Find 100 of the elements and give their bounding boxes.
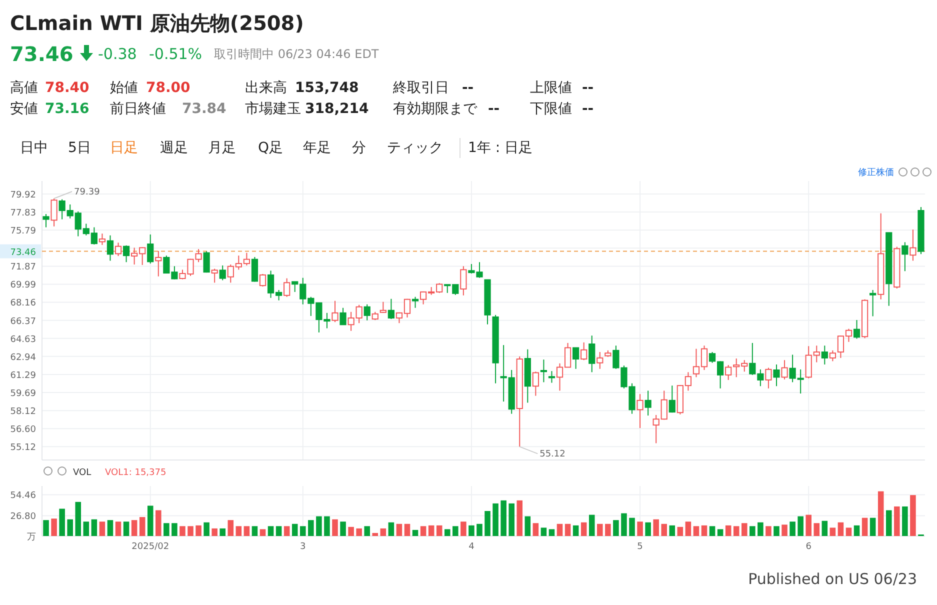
bar <box>645 522 651 536</box>
text: CLmain WTI 原油先物(2508) <box>10 11 304 35</box>
bar <box>131 520 138 536</box>
bar <box>492 503 498 536</box>
bar <box>774 526 780 536</box>
text: 日足 <box>110 140 138 156</box>
candlestick <box>388 298 394 320</box>
bar <box>380 528 386 536</box>
candlestick <box>636 394 644 429</box>
bar <box>172 523 178 536</box>
text: 73.46 <box>10 42 74 66</box>
bar <box>516 500 523 536</box>
bar <box>268 526 274 536</box>
text: 出来高 <box>245 80 287 96</box>
bar <box>669 525 676 536</box>
text: 前日終値 <box>110 101 166 117</box>
text: 78.40 <box>45 80 90 96</box>
candlestick <box>106 234 114 262</box>
bar <box>139 517 146 536</box>
bar <box>758 522 764 536</box>
bar <box>228 520 234 536</box>
candlestick <box>644 390 652 416</box>
bar <box>605 524 611 536</box>
candlestick <box>50 198 58 227</box>
bar <box>252 526 258 536</box>
candlestick <box>870 289 876 317</box>
candlestick <box>42 214 50 228</box>
bar <box>364 526 370 536</box>
candlestick <box>910 229 916 262</box>
candlestick <box>765 367 772 389</box>
bar <box>822 520 828 536</box>
bar <box>846 528 852 536</box>
text: 5日 <box>68 140 91 156</box>
text: 78.00 <box>146 80 191 96</box>
text: 市場建玉 <box>245 101 301 117</box>
bar <box>123 522 130 536</box>
bar <box>629 518 635 536</box>
bar <box>356 528 362 536</box>
bar <box>388 522 394 536</box>
x-tick-label: 3 <box>300 542 306 552</box>
text: -- <box>582 80 594 96</box>
candlestick <box>773 364 780 387</box>
bar <box>572 525 579 536</box>
text: -- <box>582 101 594 117</box>
bar <box>51 518 57 536</box>
bar <box>613 520 619 536</box>
bar <box>284 526 290 536</box>
bar <box>59 508 65 536</box>
candlestick <box>332 300 338 323</box>
y-tick-label: 55.12 <box>10 443 36 454</box>
candlestick <box>98 233 106 246</box>
bar <box>260 529 266 536</box>
bar <box>444 529 450 536</box>
text: 318,214 <box>305 101 370 117</box>
candlestick <box>668 385 676 414</box>
text: 上限値 <box>530 80 572 96</box>
bar <box>484 511 490 536</box>
bar <box>580 522 587 536</box>
bar <box>428 525 434 536</box>
y-tick-label: 56.60 <box>10 425 36 436</box>
bar <box>508 503 514 536</box>
bar <box>196 525 202 536</box>
candlestick <box>412 296 419 308</box>
bar <box>532 523 539 536</box>
bar <box>677 526 684 536</box>
bar <box>693 526 700 536</box>
bar <box>468 525 474 536</box>
annotation: 55.12 <box>540 450 566 460</box>
bar <box>556 524 563 536</box>
bar <box>878 491 884 536</box>
bar <box>420 526 426 536</box>
bar <box>870 518 876 536</box>
bar <box>653 519 659 536</box>
bar <box>404 524 410 536</box>
ref-line-label: 73.46 <box>10 248 36 258</box>
candlestick <box>548 370 556 384</box>
text: 1年 : 日足 <box>468 140 533 156</box>
candlestick <box>364 304 370 321</box>
y-tick-label: 62.94 <box>10 352 36 363</box>
candlestick <box>853 320 860 340</box>
bar <box>83 522 90 536</box>
y-tick-label: 64.63 <box>10 334 36 345</box>
bar <box>460 522 466 536</box>
bar <box>717 529 724 536</box>
candlestick <box>114 242 122 257</box>
bar <box>436 525 442 536</box>
bar <box>372 532 378 536</box>
bar <box>99 522 106 536</box>
bar <box>476 524 482 536</box>
y-tick-label: 26.80 <box>10 512 36 522</box>
bar <box>308 520 314 536</box>
text: 下限値 <box>530 101 572 117</box>
bar <box>750 526 756 536</box>
text: 修正株価 <box>858 167 894 178</box>
bar <box>332 519 338 536</box>
bar <box>685 522 692 536</box>
candlestick <box>147 234 154 264</box>
y-tick-label: 58.12 <box>10 407 36 418</box>
bar <box>806 514 812 536</box>
bar <box>204 522 210 536</box>
